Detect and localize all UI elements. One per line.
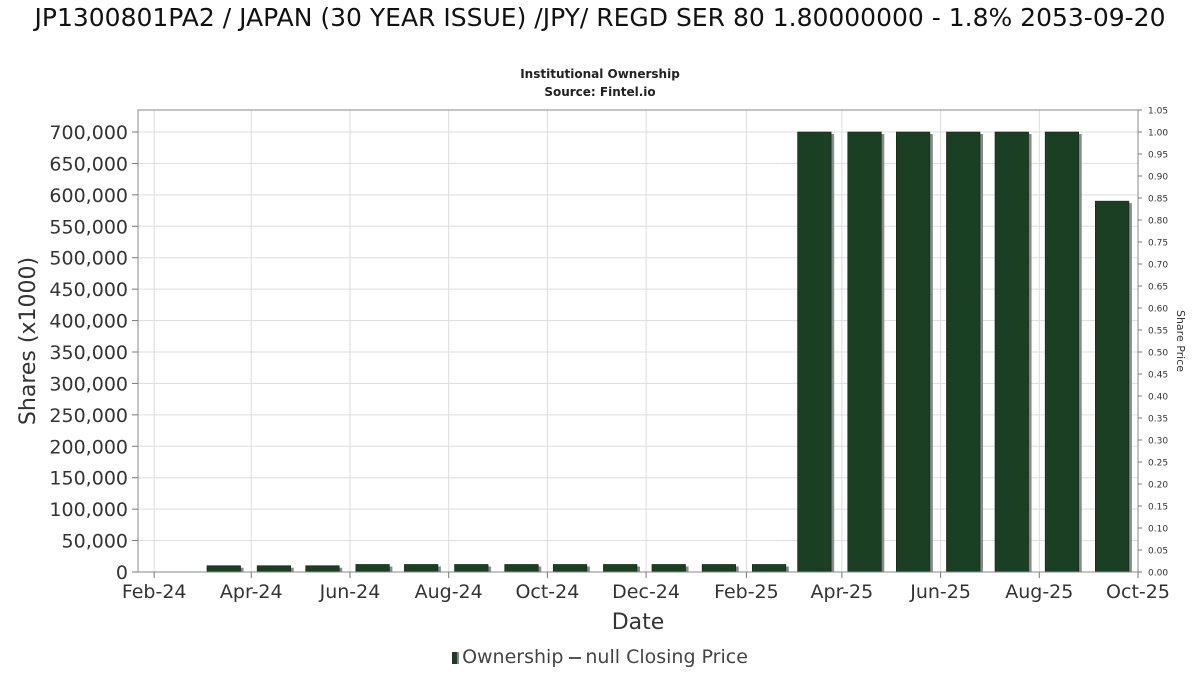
ownership-bar bbox=[994, 131, 1029, 573]
ownership-bar bbox=[603, 564, 638, 573]
y-tick-label: 150,000 bbox=[49, 468, 128, 490]
chart-legend: Ownership null Closing Price bbox=[0, 646, 1200, 668]
chart-subtitle: Institutional Ownership bbox=[520, 67, 680, 81]
y2-tick-label: 0.40 bbox=[1148, 393, 1168, 403]
plot-area bbox=[138, 110, 1138, 572]
y-tick-label: 250,000 bbox=[49, 405, 128, 427]
y-tick-label: 0 bbox=[116, 562, 128, 584]
y-tick-label: 400,000 bbox=[49, 311, 128, 333]
ownership-bar bbox=[701, 564, 736, 573]
ownership-bar bbox=[454, 564, 489, 573]
ownership-bar bbox=[797, 131, 832, 573]
y2-tick-label: 0.90 bbox=[1148, 173, 1168, 183]
y2-tick-label: 0.55 bbox=[1148, 327, 1168, 337]
ownership-bar bbox=[946, 131, 981, 573]
y2-tick-label: 0.25 bbox=[1148, 459, 1168, 469]
ownership-bar bbox=[1044, 131, 1080, 573]
chart-source: Source: Fintel.io bbox=[544, 85, 656, 99]
plot-border bbox=[137, 109, 1139, 573]
y-tick-label: 200,000 bbox=[49, 436, 128, 458]
y2-tick-label: 0.10 bbox=[1148, 525, 1168, 535]
y2-tick-label: 0.05 bbox=[1148, 547, 1168, 557]
ownership-bar bbox=[305, 565, 340, 573]
ownership-bar bbox=[206, 565, 241, 573]
x-tick-label: Aug-24 bbox=[415, 581, 483, 603]
x-tick-label: Aug-25 bbox=[1005, 581, 1073, 603]
y-tick-label: 650,000 bbox=[49, 153, 128, 175]
ownership-bar bbox=[1095, 200, 1130, 573]
price-legend-line bbox=[569, 656, 582, 659]
y2-tick-label: 0.95 bbox=[1148, 151, 1168, 161]
y-tick-label: 50,000 bbox=[62, 531, 128, 553]
y-axis-title: Shares (x1000) bbox=[16, 257, 41, 425]
y2-axis-title: Share Price bbox=[1174, 310, 1187, 372]
ownership-bar bbox=[404, 564, 439, 573]
y2-tick-label: 0.20 bbox=[1148, 481, 1168, 491]
ownership-bar bbox=[355, 564, 390, 573]
y2-tick-label: 0.80 bbox=[1148, 217, 1168, 227]
y-tick-label: 600,000 bbox=[49, 185, 128, 207]
x-tick-label: Jun-25 bbox=[909, 581, 971, 603]
ownership-bar bbox=[504, 564, 539, 573]
ownership-bar bbox=[751, 564, 787, 573]
ownership-legend-swatch bbox=[452, 651, 460, 664]
y2-tick-label: 0.75 bbox=[1148, 239, 1168, 249]
ownership-bar bbox=[256, 565, 292, 573]
y-tick-label: 300,000 bbox=[49, 373, 128, 395]
y2-tick-label: 1.05 bbox=[1148, 107, 1168, 117]
chart-title: JP1300801PA2 / JAPAN (30 YEAR ISSUE) /JP… bbox=[34, 3, 1166, 32]
ownership-bar bbox=[552, 564, 588, 573]
ownership-bar bbox=[847, 131, 882, 573]
y2-tick-label: 0.30 bbox=[1148, 437, 1168, 447]
y-tick-label: 500,000 bbox=[49, 248, 128, 270]
y-tick-label: 700,000 bbox=[49, 122, 128, 144]
y-tick-label: 100,000 bbox=[49, 499, 128, 521]
x-tick-label: Apr-24 bbox=[220, 581, 283, 603]
x-tick-label: Apr-25 bbox=[811, 581, 874, 603]
y2-tick-label: 0.00 bbox=[1148, 569, 1168, 579]
x-tick-label: Feb-24 bbox=[122, 581, 187, 603]
y2-tick-label: 1.00 bbox=[1148, 129, 1168, 139]
y2-tick-label: 0.35 bbox=[1148, 415, 1168, 425]
ownership-bar bbox=[896, 131, 931, 573]
y2-tick-label: 0.65 bbox=[1148, 283, 1168, 293]
x-tick-label: Oct-25 bbox=[1106, 581, 1170, 603]
ownership-chart: 0 50,000 100,000 150,000 200,000 250,000 300,0… bbox=[16, 107, 1187, 636]
y2-tick-label: 0.50 bbox=[1148, 349, 1168, 359]
price-legend-label: null Closing Price bbox=[585, 646, 748, 668]
y-tick-label: 350,000 bbox=[49, 342, 128, 364]
x-tick-label: Jun-24 bbox=[319, 581, 381, 603]
x-tick-label: Oct-24 bbox=[515, 581, 579, 603]
ownership-legend-label: Ownership bbox=[462, 646, 564, 668]
ownership-bar bbox=[651, 564, 686, 573]
y-tick-label: 550,000 bbox=[49, 216, 128, 238]
x-tick-label: Feb-25 bbox=[714, 581, 779, 603]
y-tick-label: 450,000 bbox=[49, 279, 128, 301]
y2-tick-label: 0.85 bbox=[1148, 195, 1168, 205]
y2-tick-label: 0.15 bbox=[1148, 503, 1168, 513]
y2-tick-label: 0.45 bbox=[1148, 371, 1168, 381]
x-tick-label: Dec-24 bbox=[612, 581, 680, 603]
x-axis-title: Date bbox=[612, 610, 665, 635]
y2-tick-label: 0.70 bbox=[1148, 261, 1168, 271]
y2-tick-label: 0.60 bbox=[1148, 305, 1168, 315]
